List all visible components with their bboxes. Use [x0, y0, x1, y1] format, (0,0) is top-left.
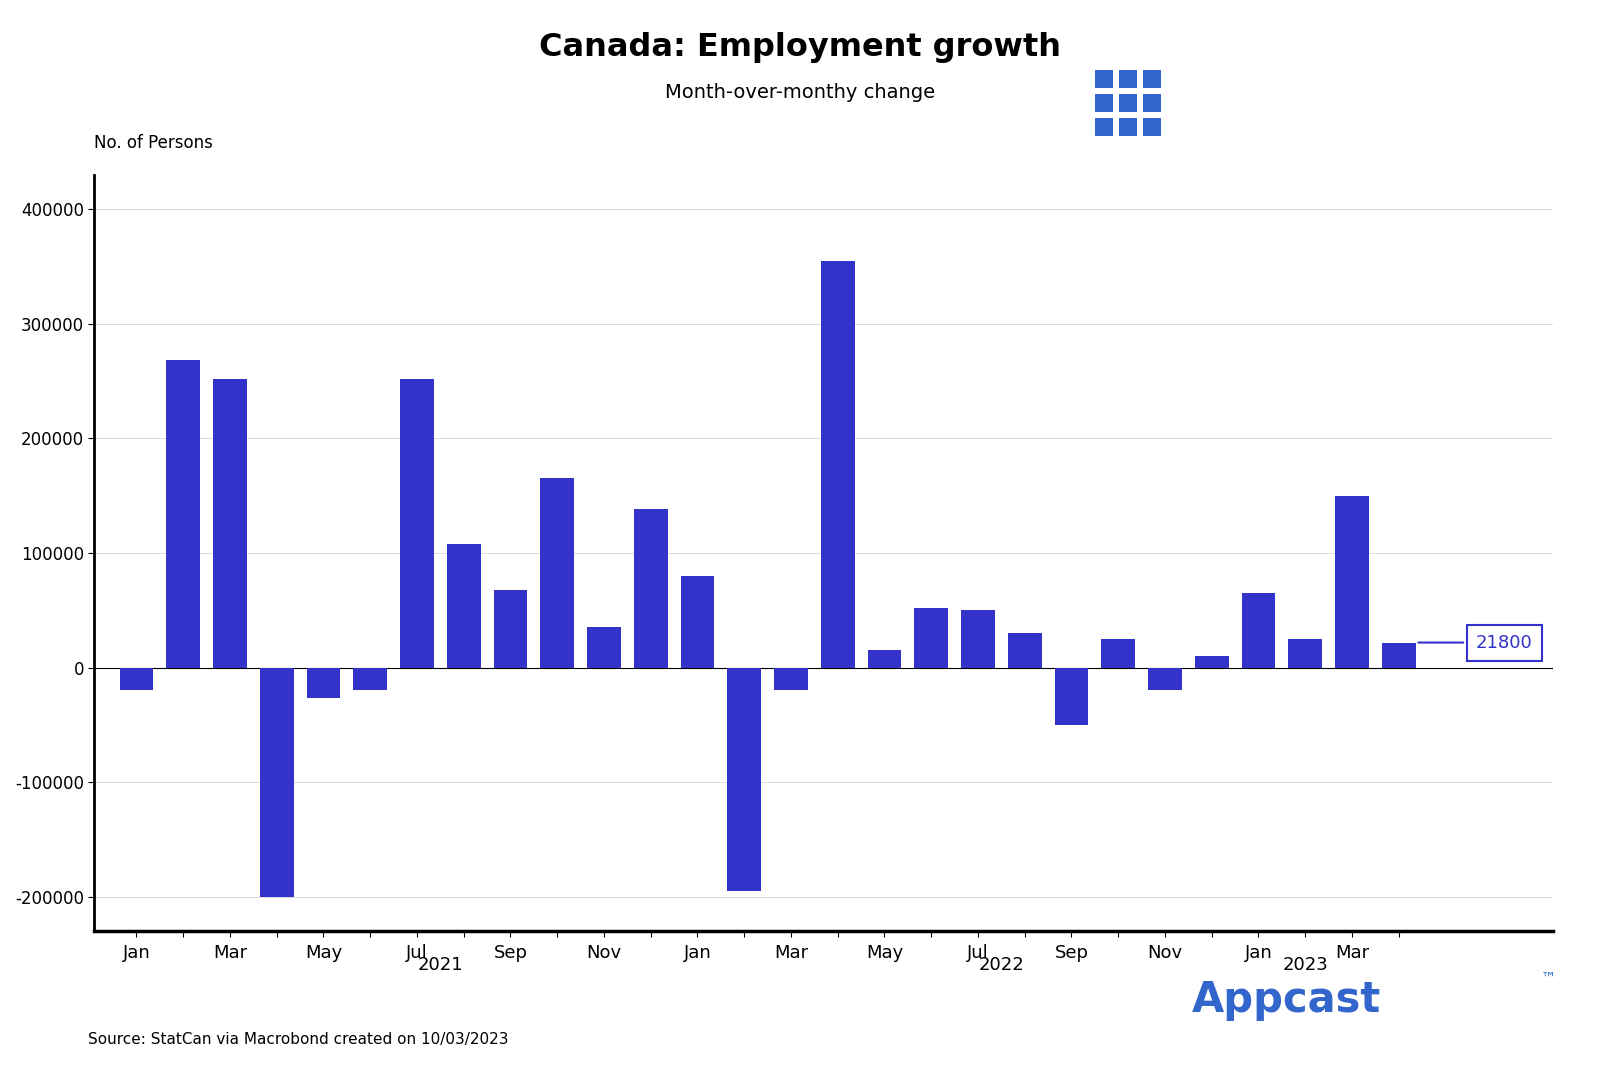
Bar — [774, 667, 808, 691]
Bar — [541, 479, 574, 667]
FancyBboxPatch shape — [1094, 118, 1114, 136]
FancyBboxPatch shape — [1118, 118, 1138, 136]
Text: ™: ™ — [1541, 971, 1557, 986]
Bar — [587, 628, 621, 667]
Bar — [1054, 667, 1088, 725]
Bar — [166, 360, 200, 667]
Bar — [1288, 639, 1322, 667]
Text: Source: StatCan via Macrobond created on 10/03/2023: Source: StatCan via Macrobond created on… — [88, 1032, 509, 1047]
Bar — [259, 667, 293, 897]
Bar — [915, 608, 949, 667]
Bar — [307, 667, 341, 698]
FancyBboxPatch shape — [1094, 70, 1114, 88]
Bar — [962, 610, 995, 667]
Text: Canada: Employment growth: Canada: Employment growth — [539, 32, 1061, 63]
FancyBboxPatch shape — [1142, 118, 1162, 136]
Text: Month-over-monthy change: Month-over-monthy change — [666, 83, 934, 102]
Text: 2022: 2022 — [979, 956, 1024, 974]
Bar — [680, 576, 714, 667]
FancyBboxPatch shape — [1118, 94, 1138, 112]
Bar — [821, 261, 854, 667]
FancyBboxPatch shape — [1142, 70, 1162, 88]
FancyBboxPatch shape — [1142, 94, 1162, 112]
Bar — [1242, 593, 1275, 667]
FancyBboxPatch shape — [1094, 94, 1114, 112]
Text: 2023: 2023 — [1282, 956, 1328, 974]
Bar — [354, 667, 387, 691]
Bar — [446, 544, 480, 667]
Bar — [634, 510, 667, 667]
Bar — [1334, 496, 1370, 667]
Bar — [728, 667, 762, 891]
Bar — [1149, 667, 1182, 691]
Bar — [213, 378, 246, 667]
Bar — [120, 667, 154, 691]
Bar — [494, 589, 528, 667]
Bar — [400, 378, 434, 667]
Bar — [1382, 643, 1416, 667]
Bar — [867, 650, 901, 667]
Bar — [1008, 633, 1042, 667]
Text: Appcast: Appcast — [1192, 980, 1381, 1021]
FancyBboxPatch shape — [1118, 70, 1138, 88]
Bar — [1195, 656, 1229, 667]
Text: 2021: 2021 — [418, 956, 462, 974]
Text: 21800: 21800 — [1418, 633, 1533, 651]
Text: No. of Persons: No. of Persons — [94, 134, 213, 152]
Bar — [1101, 639, 1134, 667]
